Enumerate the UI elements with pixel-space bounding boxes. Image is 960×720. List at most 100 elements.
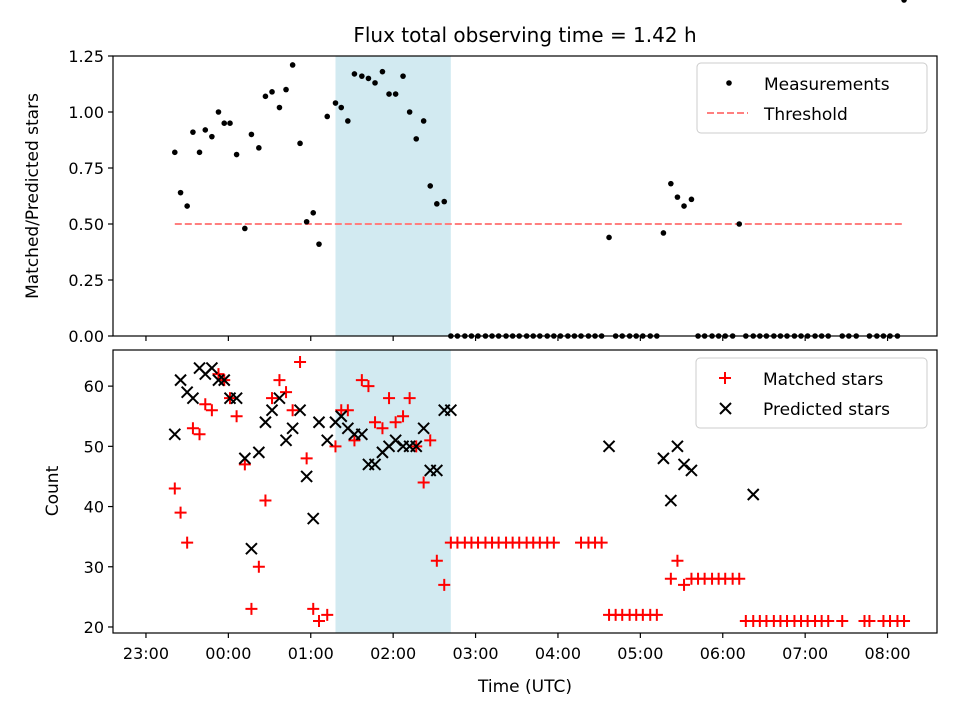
- measurement-point: [303, 218, 310, 225]
- matched-point: [383, 392, 396, 405]
- x-axis-label: Time (UTC): [477, 677, 572, 697]
- bottom-y-axis: 20 30 40 50 60: [84, 377, 113, 637]
- matched-point: [181, 536, 194, 549]
- top-x-axis: [145, 336, 889, 341]
- measurement-point: [345, 118, 351, 124]
- legend-predicted-marker: [719, 402, 732, 415]
- measurement-point: [297, 140, 303, 147]
- measurement-point: [262, 93, 269, 100]
- predicted-point: [218, 373, 231, 387]
- x-tick-label: 04:00: [535, 644, 581, 663]
- measurement-point: [248, 131, 255, 138]
- matched-point: [252, 560, 265, 573]
- matched-point: [355, 374, 368, 387]
- measurement-point: [365, 75, 372, 82]
- matched-point: [186, 422, 199, 435]
- matched-point: [294, 356, 307, 369]
- measurement-point: [215, 109, 222, 115]
- predicted-point: [747, 488, 760, 501]
- matched-point: [397, 410, 410, 423]
- measurement-point: [190, 129, 196, 135]
- measurement-point: [400, 73, 406, 79]
- x-tick-label: 05:00: [617, 644, 663, 663]
- x-tick-label: 06:00: [700, 644, 746, 663]
- top-legend: Measurements Threshold: [696, 62, 928, 134]
- x-tick-label: 07:00: [782, 644, 828, 663]
- predicted-point: [307, 512, 320, 525]
- matched-point: [168, 482, 181, 495]
- legend-matched-label: Matched stars: [763, 370, 883, 390]
- matched-point: [238, 458, 251, 471]
- predicted-point: [279, 434, 293, 447]
- matched-point: [321, 608, 334, 621]
- measurement-point: [359, 73, 365, 79]
- predicted-point: [300, 470, 313, 483]
- x-tick-label: 03:00: [453, 644, 499, 663]
- predicted-point: [293, 404, 307, 417]
- measurement-point: [901, 0, 907, 3]
- matched-point: [205, 404, 218, 417]
- bottom-y-tick-label: 60: [84, 377, 104, 396]
- matched-point: [362, 380, 375, 393]
- matched-point: [369, 416, 382, 429]
- x-tick-label: 08:00: [865, 644, 911, 663]
- x-tick-label: 23:00: [123, 644, 169, 663]
- matched-point: [266, 392, 279, 405]
- matched-point: [174, 506, 187, 519]
- matched-point: [836, 614, 849, 627]
- bottom-y-tick-label: 30: [84, 558, 104, 577]
- measurement-point: [310, 210, 317, 216]
- matched-point: [245, 602, 258, 615]
- bottom-y-tick-label: 40: [84, 498, 104, 517]
- top-y-tick-label: 0.75: [68, 159, 104, 178]
- measurement-point: [276, 104, 283, 111]
- ratio-plot: 0.00 0.25 0.50 0.75 1.00 1.25 Matched/Predict…: [23, 0, 938, 346]
- predicted-point: [186, 391, 200, 405]
- measurement-point: [660, 230, 667, 236]
- matched-point: [307, 602, 320, 615]
- measurement-point: [316, 241, 322, 247]
- predicted-point: [335, 410, 348, 423]
- matched-point: [313, 614, 325, 627]
- measurements-series: [172, 0, 907, 339]
- measurement-point: [221, 120, 228, 126]
- matched-point: [193, 428, 206, 441]
- legend-matched-marker: [719, 372, 731, 384]
- matched-point: [280, 386, 293, 399]
- matched-point: [348, 434, 361, 447]
- predicted-point: [168, 428, 182, 441]
- measurement-point: [413, 136, 420, 142]
- matched-point: [733, 572, 746, 585]
- measurement-point: [420, 118, 427, 124]
- matched-point: [898, 614, 911, 627]
- measurement-point: [427, 183, 434, 189]
- measurement-point: [227, 120, 233, 126]
- bottom-legend-box: [695, 357, 928, 429]
- measurement-point: [681, 203, 687, 209]
- x-tick-label: 00:00: [205, 644, 251, 663]
- matched-point: [286, 404, 299, 417]
- measurement-point: [386, 91, 392, 97]
- predicted-point: [444, 404, 458, 417]
- matched-point: [417, 476, 430, 489]
- measurement-point: [283, 86, 289, 93]
- measurement-point: [269, 89, 275, 95]
- predicted-point: [252, 446, 266, 459]
- matched-point: [329, 440, 342, 453]
- measurement-point: [256, 145, 262, 151]
- predicted-point: [685, 464, 698, 477]
- measurement-point: [196, 149, 203, 156]
- matched-point: [678, 578, 691, 591]
- matched-point: [650, 608, 663, 621]
- bottom-plot-frame: [112, 349, 938, 634]
- matched-point: [671, 554, 684, 567]
- matched-point: [424, 434, 437, 447]
- matched-point: [863, 614, 876, 627]
- matched-point: [341, 404, 354, 417]
- predicted-point: [230, 391, 243, 405]
- measurement-point: [177, 189, 184, 196]
- predicted-point: [430, 464, 444, 477]
- top-legend-box: [696, 62, 928, 134]
- measurement-point: [172, 149, 178, 156]
